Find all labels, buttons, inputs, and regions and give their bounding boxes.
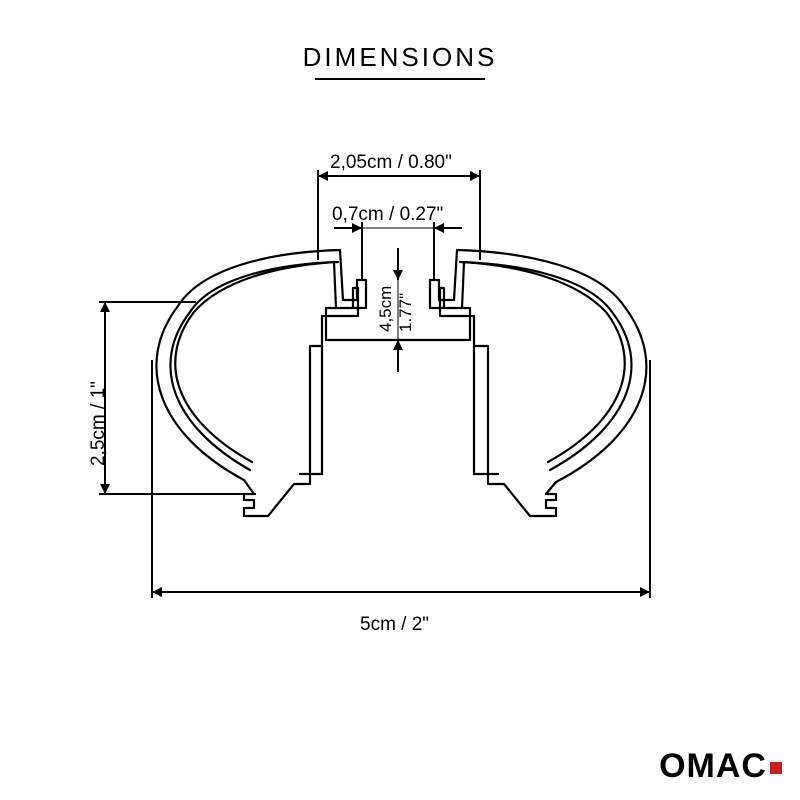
dim-label-height-center-a: 4,5cm (376, 286, 396, 332)
diagram-stage: DIMENSIONS 2,05cm / 0.80" 0,7cm / 0.27" … (0, 0, 800, 800)
dim-label-top-inner: 0,7cm / 0.27" (332, 204, 443, 226)
dim-label-top-outer: 2,05cm / 0.80" (330, 152, 452, 174)
dim-label-height-left: 2,5cm / 1" (88, 381, 110, 466)
brand-logo: OMAC (659, 747, 782, 786)
dim-label-width-bottom: 5cm / 2" (360, 614, 429, 636)
brand-logo-square (770, 762, 782, 774)
diagram-svg (0, 0, 800, 800)
dim-label-height-center-b: 1.77" (396, 293, 416, 332)
brand-logo-text: OMAC (659, 747, 767, 785)
